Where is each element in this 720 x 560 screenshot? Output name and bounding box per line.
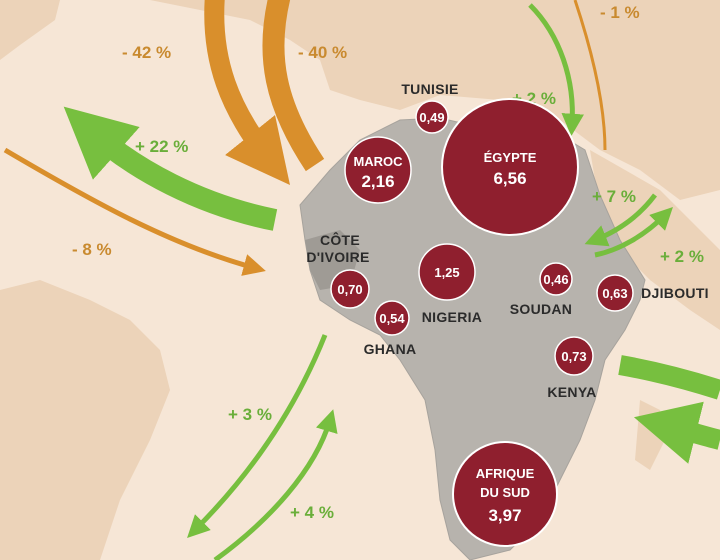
decline-arrow-west — [3, 147, 266, 276]
growth-arrow-mideast-1 — [584, 193, 657, 247]
growth-label-5: + 3 % — [228, 405, 272, 424]
growth-arrow-south-1 — [187, 334, 328, 538]
growth-arrow-mideast-2 — [594, 207, 673, 258]
bubble-afrique-du-sud: AFRIQUE DU SUD 3,97 — [452, 441, 558, 547]
decline-arrow-east — [573, 0, 607, 151]
bubble-kenya: 0,73 KENYA — [547, 336, 596, 400]
bubble-maroc: MAROC 2,16 — [344, 136, 412, 204]
decline-label-2: - 40 % — [298, 43, 347, 62]
bubble-tunisie: 0,49 TUNISIE — [401, 81, 458, 134]
bubble-value-nigeria: 1,25 — [434, 265, 459, 280]
country-label-maroc: MAROC — [353, 154, 403, 169]
bubble-value-cote-divoire: 0,70 — [337, 282, 362, 297]
country-label-cote: CÔTE — [320, 231, 360, 248]
country-label-du-sud: DU SUD — [480, 485, 530, 500]
bubble-ghana: 0,54 GHANA — [364, 300, 417, 357]
bubble-value-soudan: 0,46 — [543, 272, 568, 287]
country-label-afrique: AFRIQUE — [476, 466, 535, 481]
bubble-value-tunisie: 0,49 — [419, 110, 444, 125]
country-label-ghana: GHANA — [364, 341, 417, 357]
bubble-egypte: ÉGYPTE 6,56 — [441, 98, 579, 236]
bubble-value-egypte: 6,56 — [493, 169, 526, 188]
bubble-value-ghana: 0,54 — [379, 311, 405, 326]
bubble-soudan: 0,46 SOUDAN — [510, 262, 573, 317]
country-label-nigeria: NIGERIA — [422, 309, 482, 325]
decline-arrow-north-2 — [262, 0, 325, 172]
growth-arrow-europe — [528, 3, 584, 137]
decline-label-1: - 42 % — [122, 43, 171, 62]
south-america-land — [0, 280, 170, 560]
country-label-divoire: D'IVOIRE — [306, 249, 369, 265]
growth-label-4: + 2 % — [660, 247, 704, 266]
country-label-egypte: ÉGYPTE — [484, 150, 537, 165]
decline-arrow-north-1 — [204, 0, 290, 185]
bubble-value-afrique-du-sud: 3,97 — [488, 506, 521, 525]
bubble-value-djibouti: 0,63 — [602, 286, 627, 301]
country-label-kenya: KENYA — [547, 384, 596, 400]
country-label-soudan: SOUDAN — [510, 301, 572, 317]
growth-label-6: + 4 % — [290, 503, 334, 522]
decline-label-3: - 8 % — [72, 240, 112, 259]
bubble-value-kenya: 0,73 — [561, 349, 586, 364]
growth-label-3: + 7 % — [592, 187, 636, 206]
growth-arrow-east-2 — [633, 401, 720, 464]
bubble-value-maroc: 2,16 — [361, 172, 394, 191]
growth-arrow-south-2 — [213, 409, 338, 560]
decline-label-4: - 1 % — [600, 3, 640, 22]
bubble-djibouti: 0,63 DJIBOUTI — [596, 274, 709, 312]
country-label-tunisie: TUNISIE — [401, 81, 458, 97]
growth-arrow-west — [63, 106, 278, 231]
europe-land — [150, 0, 720, 200]
bubble-cote-divoire: CÔTE D'IVOIRE 0,70 — [306, 231, 370, 309]
growth-label-1: + 22 % — [135, 137, 188, 156]
north-america-land — [0, 0, 60, 60]
country-label-djibouti: DJIBOUTI — [641, 285, 709, 301]
growth-arrow-east — [618, 355, 720, 400]
middle-east-land — [590, 150, 720, 330]
bubble-nigeria: 1,25 NIGERIA — [418, 243, 482, 325]
